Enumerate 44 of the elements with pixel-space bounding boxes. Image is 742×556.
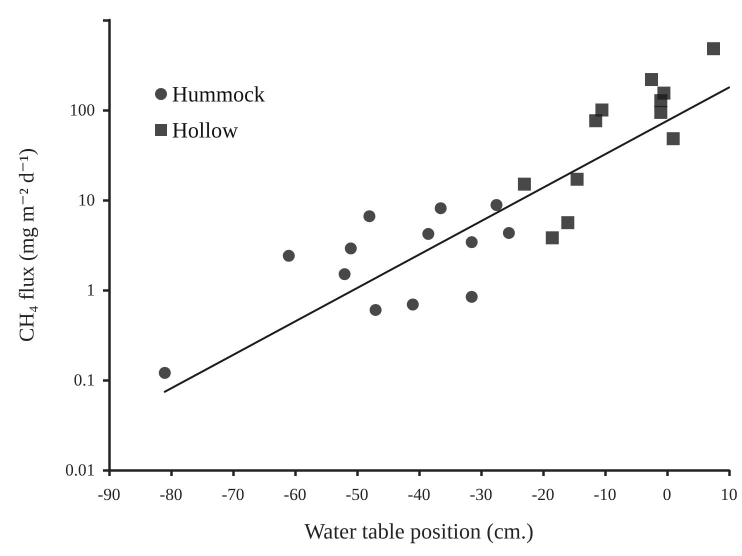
point — [589, 114, 602, 128]
point — [645, 73, 658, 86]
point — [422, 228, 434, 240]
x-tick-label: -80 — [160, 485, 182, 504]
y-tick-label: 10 — [78, 190, 95, 210]
y-tick-label: 100 — [70, 100, 95, 120]
point — [490, 199, 502, 211]
point — [654, 94, 668, 108]
point — [546, 231, 559, 244]
legend-label: Hollow — [172, 118, 238, 142]
point — [502, 226, 515, 239]
x-tick-label: -10 — [594, 485, 616, 504]
y-tick-label: 0.1 — [74, 370, 95, 390]
x-tick-label: -60 — [284, 485, 306, 504]
point — [282, 250, 295, 262]
point — [466, 290, 478, 303]
y-tick-label: 1 — [86, 280, 95, 300]
x-tick-label: -90 — [98, 485, 120, 504]
point — [666, 132, 680, 146]
point — [158, 366, 171, 379]
point — [570, 172, 584, 186]
point — [434, 202, 447, 214]
x-tick-label: -20 — [532, 485, 554, 504]
x-tick-label: -40 — [408, 485, 430, 504]
x-tick-label: 0 — [662, 485, 672, 504]
point — [561, 216, 574, 230]
x-axis-title: Water table position (cm.) — [304, 518, 534, 544]
point — [406, 298, 419, 310]
y-tick-label: 0.01 — [65, 460, 95, 480]
y-axis-title: CH₄ flux (mg m⁻² d⁻¹) — [14, 148, 38, 342]
x-tick-label: -30 — [470, 485, 492, 504]
point — [595, 104, 608, 116]
point — [338, 268, 351, 280]
x-tick-label: 10 — [720, 485, 738, 504]
point — [466, 236, 478, 248]
point — [707, 42, 720, 56]
x-tick-label: -70 — [222, 485, 244, 504]
point — [518, 178, 531, 191]
point — [370, 304, 382, 316]
point — [654, 106, 668, 119]
point — [363, 210, 376, 222]
point — [344, 242, 357, 254]
legend-label: Hummock — [172, 82, 265, 106]
x-tick-label: -50 — [346, 485, 368, 504]
